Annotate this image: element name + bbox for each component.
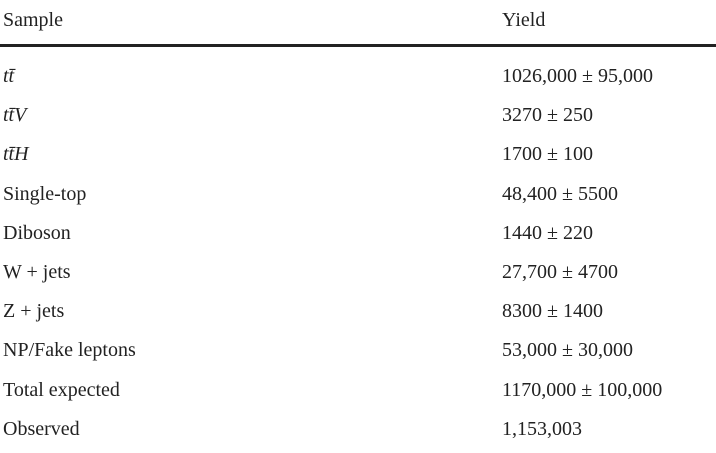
sample-cell: W + jets bbox=[3, 261, 71, 283]
sample-cell: tt̄H bbox=[3, 143, 29, 166]
header-cell: Yield bbox=[502, 9, 546, 31]
yield-cell: 27,700 ± 4700 bbox=[502, 261, 618, 283]
yield-cell: 8300 ± 1400 bbox=[502, 300, 603, 323]
yield-cell: 48,400 ± 5500 bbox=[502, 182, 618, 205]
sample-cell: Observed bbox=[3, 417, 80, 440]
yield-cell: 1026,000 ± 95,000 bbox=[502, 65, 653, 87]
yield-cell: 1440 ± 220 bbox=[502, 221, 593, 244]
header-cell: Sample bbox=[3, 9, 63, 31]
header-rule bbox=[0, 44, 716, 47]
sample-cell: Z + jets bbox=[3, 300, 65, 323]
yield-cell: 3270 ± 250 bbox=[502, 104, 593, 127]
sample-cell: NP/Fake leptons bbox=[3, 339, 136, 362]
sample-cell: Single-top bbox=[3, 182, 87, 205]
sample-cell: Total expected bbox=[3, 378, 120, 401]
yield-cell: 53,000 ± 30,000 bbox=[502, 339, 633, 362]
sample-cell: tt̄V bbox=[3, 104, 27, 127]
yield-cell: 1,153,003 bbox=[502, 417, 582, 440]
yield-cell: 1170,000 ± 100,000 bbox=[502, 378, 663, 401]
yield-cell: 1700 ± 100 bbox=[502, 143, 593, 166]
sample-cell: Diboson bbox=[3, 221, 71, 244]
sample-cell: tt̄ bbox=[3, 65, 15, 87]
